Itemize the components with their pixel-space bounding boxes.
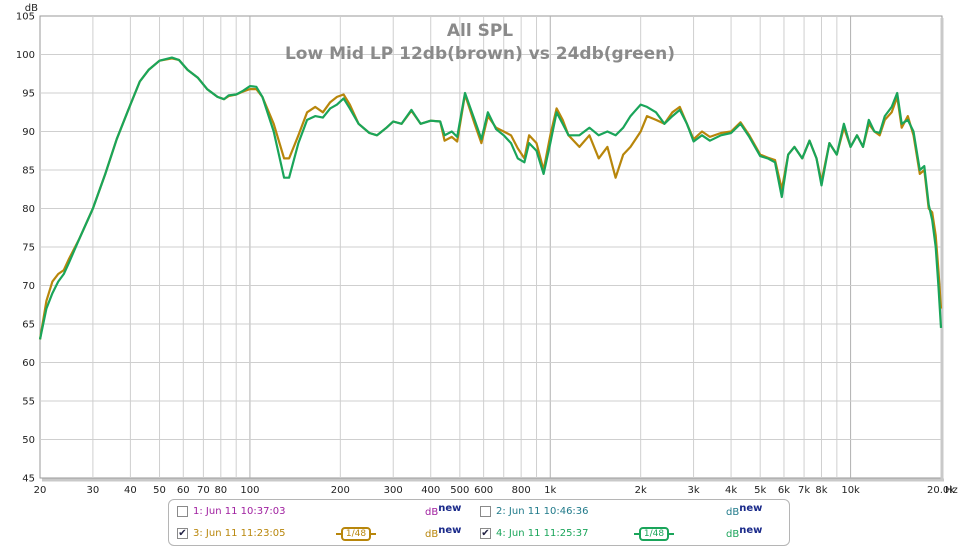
measurement-4-checkbox[interactable]: ✔ xyxy=(480,528,491,539)
measurement-2-db-new[interactable]: dBnew xyxy=(726,503,763,518)
y-tick-label-55: 55 xyxy=(22,397,35,408)
x-tick-label-60: 60 xyxy=(177,485,190,496)
grid xyxy=(40,16,941,478)
measurement-4-label: 4: Jun 11 11:25:37 xyxy=(496,528,589,539)
y-tick-label-70: 70 xyxy=(22,281,35,292)
x-tick-label-3k: 3k xyxy=(687,485,699,496)
x-tick-label-10k: 10k xyxy=(841,485,860,496)
x-tick-label-600: 600 xyxy=(474,485,493,496)
legend-row-2: ✔ 3: Jun 11 11:23:05 1/48 dBnew ✔ 4: Jun… xyxy=(169,524,789,544)
measurement-2-label: 2: Jun 11 10:46:36 xyxy=(496,506,589,517)
x-tick-label-70: 70 xyxy=(197,485,210,496)
y-tick-label-60: 60 xyxy=(22,358,35,369)
y-axis-unit: dB xyxy=(25,3,38,14)
measurement-1-checkbox[interactable] xyxy=(177,506,188,517)
measurement-2-checkbox[interactable] xyxy=(480,506,491,517)
measurement-1-label: 1: Jun 11 10:37:03 xyxy=(193,506,286,517)
chart-title: All SPL xyxy=(447,21,513,41)
x-tick-label-300: 300 xyxy=(384,485,403,496)
legend: 1: Jun 11 10:37:03 dBnew 2: Jun 11 10:46… xyxy=(168,499,790,546)
series-lines xyxy=(38,56,943,340)
x-tick-label-8k: 8k xyxy=(815,485,827,496)
x-tick-label-20.0k: 20.0k xyxy=(927,485,955,496)
measurement-3-db-new[interactable]: dBnew xyxy=(425,525,462,540)
x-tick-labels: 20 30 40 50 60 70 80 100 200 300 400 500 600 800 1k 2k 3… xyxy=(34,485,956,496)
x-tick-label-5k: 5k xyxy=(754,485,766,496)
x-tick-label-6k: 6k xyxy=(778,485,790,496)
y-tick-labels: 45 50 55 60 65 70 75 80 85 90 95 100 105 xyxy=(16,12,35,485)
x-tick-label-800: 800 xyxy=(512,485,531,496)
y-tick-label-100: 100 xyxy=(16,50,35,61)
x-tick-label-1k: 1k xyxy=(544,485,556,496)
x-tick-label-200: 200 xyxy=(331,485,350,496)
y-tick-label-45: 45 xyxy=(22,474,35,485)
x-tick-label-30: 30 xyxy=(87,485,100,496)
legend-row-1: 1: Jun 11 10:37:03 dBnew 2: Jun 11 10:46… xyxy=(169,502,789,522)
x-tick-label-40: 40 xyxy=(124,485,137,496)
x-tick-label-7k: 7k xyxy=(798,485,810,496)
y-tick-label-80: 80 xyxy=(22,204,35,215)
x-tick-label-500: 500 xyxy=(450,485,469,496)
y-tick-label-90: 90 xyxy=(22,127,35,138)
y-tick-label-105: 105 xyxy=(16,12,35,23)
x-tick-label-100: 100 xyxy=(240,485,259,496)
x-tick-label-50: 50 xyxy=(153,485,166,496)
x-tick-label-2k: 2k xyxy=(635,485,647,496)
x-tick-label-4k: 4k xyxy=(725,485,737,496)
series-line-2 xyxy=(38,56,943,340)
chart-subtitle: Low Mid LP 12db(brown) vs 24db(green) xyxy=(285,44,675,64)
x-axis-unit: Hz xyxy=(945,485,958,496)
measurement-1-db-new[interactable]: dBnew xyxy=(425,503,462,518)
y-tick-label-75: 75 xyxy=(22,243,35,254)
y-tick-label-95: 95 xyxy=(22,89,35,100)
x-tick-label-400: 400 xyxy=(421,485,440,496)
x-tick-label-20: 20 xyxy=(34,485,47,496)
y-tick-label-65: 65 xyxy=(22,320,35,331)
measurement-3-label: 3: Jun 11 11:23:05 xyxy=(193,528,286,539)
measurement-4-smoothing[interactable]: 1/48 xyxy=(634,527,674,541)
measurement-3-smoothing[interactable]: 1/48 xyxy=(336,527,376,541)
measurement-4-db-new[interactable]: dBnew xyxy=(726,525,763,540)
x-tick-label-80: 80 xyxy=(214,485,227,496)
measurement-3-checkbox[interactable]: ✔ xyxy=(177,528,188,539)
y-tick-label-50: 50 xyxy=(22,435,35,446)
y-tick-label-85: 85 xyxy=(22,166,35,177)
spl-chart: 45 50 55 60 65 70 75 80 85 90 95 100 105 20 30 40 50 60 7… xyxy=(16,3,958,496)
